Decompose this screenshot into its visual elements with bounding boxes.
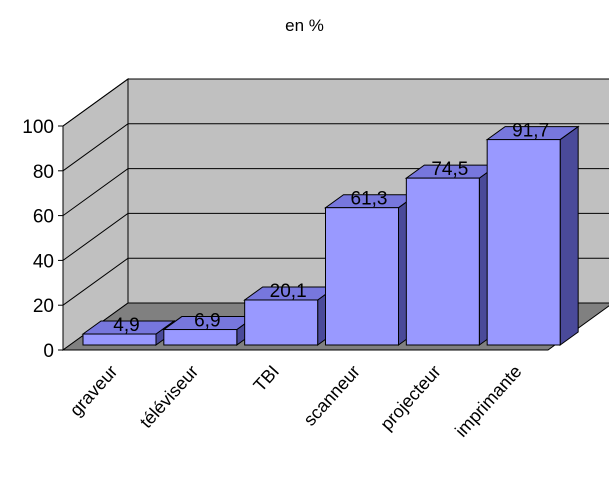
y-tick-label: 60 bbox=[33, 207, 54, 228]
y-tick-label: 100 bbox=[22, 117, 54, 138]
x-tick-label: imprimante bbox=[451, 361, 525, 441]
data-label: 61,3 bbox=[351, 189, 388, 210]
y-tick-label: 0 bbox=[43, 341, 54, 362]
bar bbox=[163, 329, 238, 346]
data-label: 74,5 bbox=[431, 159, 468, 180]
gridline bbox=[62, 123, 609, 172]
y-tick-label: 20 bbox=[33, 296, 54, 317]
bar bbox=[244, 299, 319, 346]
data-label: 6,9 bbox=[194, 311, 220, 332]
bar bbox=[486, 139, 561, 346]
x-tick-label: scanneur bbox=[299, 361, 363, 429]
x-tick-label: projecteur bbox=[376, 361, 444, 434]
bar bbox=[325, 207, 399, 346]
x-tick-label: TBI bbox=[249, 361, 283, 395]
bar-side bbox=[559, 125, 579, 346]
data-label: 4,9 bbox=[113, 315, 139, 336]
side-wall bbox=[62, 78, 129, 351]
data-label: 91,7 bbox=[512, 121, 549, 142]
gridline bbox=[62, 78, 609, 127]
x-tick-label: graveur bbox=[66, 361, 122, 420]
bar bbox=[405, 177, 480, 346]
y-tick-label: 80 bbox=[33, 162, 54, 183]
chart-title: en % bbox=[285, 16, 324, 35]
data-label: 20,1 bbox=[270, 281, 307, 302]
x-tick-label: téléviseur bbox=[136, 361, 202, 432]
y-tick-label: 40 bbox=[33, 251, 54, 272]
bar bbox=[82, 333, 157, 346]
